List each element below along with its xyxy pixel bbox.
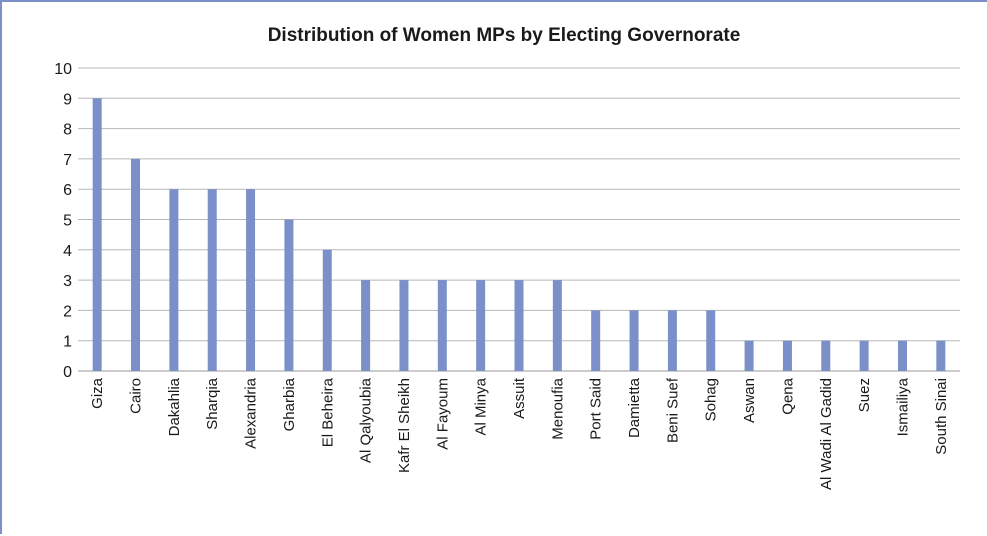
bar-qena: [782, 340, 792, 371]
x-category-label: Al Fayoum: [434, 378, 451, 450]
y-tick-label: 6: [63, 182, 72, 199]
x-category-label: Sohag: [703, 378, 720, 421]
bar-suez: [859, 340, 869, 371]
bar-dakahlia: [169, 189, 179, 371]
gridlines: [78, 67, 960, 372]
x-category-label: Al Minya: [473, 377, 490, 435]
bar-damietta: [629, 310, 639, 371]
x-category-label: Ismailiya: [894, 377, 911, 436]
x-category-label: Damietta: [626, 377, 643, 438]
y-axis-ticks: 0 1 2 3 4 5 6 7 8 9 10: [54, 61, 72, 381]
bar-alexandria: [246, 189, 256, 371]
bar-cairo: [131, 158, 141, 371]
y-tick-label: 9: [63, 91, 72, 108]
x-category-label: Giza: [89, 377, 106, 409]
bar-giza: [92, 98, 102, 372]
x-category-label: Assuit: [511, 377, 528, 419]
x-category-label: Dakahlia: [166, 377, 183, 436]
x-category-label: Sharqia: [204, 377, 221, 429]
bar-gharbia: [284, 219, 294, 371]
y-tick-label: 5: [63, 213, 72, 230]
y-tick-label: 10: [54, 61, 72, 78]
x-category-label: Cairo: [128, 378, 145, 414]
x-category-label: Beni Suef: [664, 377, 681, 443]
x-category-label: Port Said: [588, 378, 605, 440]
bar-ismailiya: [897, 340, 907, 371]
bar-al-minya: [476, 280, 486, 371]
bar-al-fayoum: [437, 280, 447, 371]
bar-al-qalyoubia: [361, 280, 371, 371]
bar-beni-suef: [667, 310, 677, 371]
bar-sohag: [706, 310, 716, 371]
y-tick-label: 4: [63, 243, 72, 260]
x-category-label: El Beheira: [319, 377, 336, 447]
y-tick-label: 7: [63, 152, 72, 169]
bar-sharqia: [207, 189, 217, 371]
x-category-label: Suez: [856, 378, 873, 412]
y-tick-label: 8: [63, 122, 72, 139]
x-category-label: Aswan: [741, 378, 758, 423]
x-category-label: Al Wadi Al Gadid: [818, 378, 835, 490]
x-category-label: Gharbia: [281, 377, 298, 431]
y-tick-label: 0: [63, 364, 72, 381]
x-category-label: Menoufia: [549, 377, 566, 439]
x-category-label: Kafr El Sheikh: [396, 378, 413, 473]
x-category-label: Al Qalyoubia: [358, 377, 375, 463]
x-category-label: Qena: [779, 377, 796, 414]
bar-al-wadi-al-gadid: [821, 340, 831, 371]
bar-assuit: [514, 280, 524, 371]
bars: [92, 98, 946, 372]
x-category-label: South Sinai: [933, 378, 950, 455]
chart-title: Distribution of Women MPs by Electing Go…: [268, 25, 741, 46]
x-category-label: Alexandria: [243, 377, 260, 449]
bar-south-sinai: [936, 340, 946, 371]
bar-port-said: [591, 310, 601, 371]
x-axis-labels: Giza Cairo Dakahlia Sharqia Alexandria Gharbi…: [89, 377, 950, 490]
y-tick-label: 2: [63, 303, 72, 320]
y-tick-label: 1: [63, 334, 72, 351]
bar-aswan: [744, 340, 754, 371]
y-tick-label: 3: [63, 273, 72, 290]
bar-kafr-el-sheikh: [399, 280, 409, 371]
bar-menoufia: [552, 280, 562, 371]
bar-el-beheira: [322, 249, 332, 371]
